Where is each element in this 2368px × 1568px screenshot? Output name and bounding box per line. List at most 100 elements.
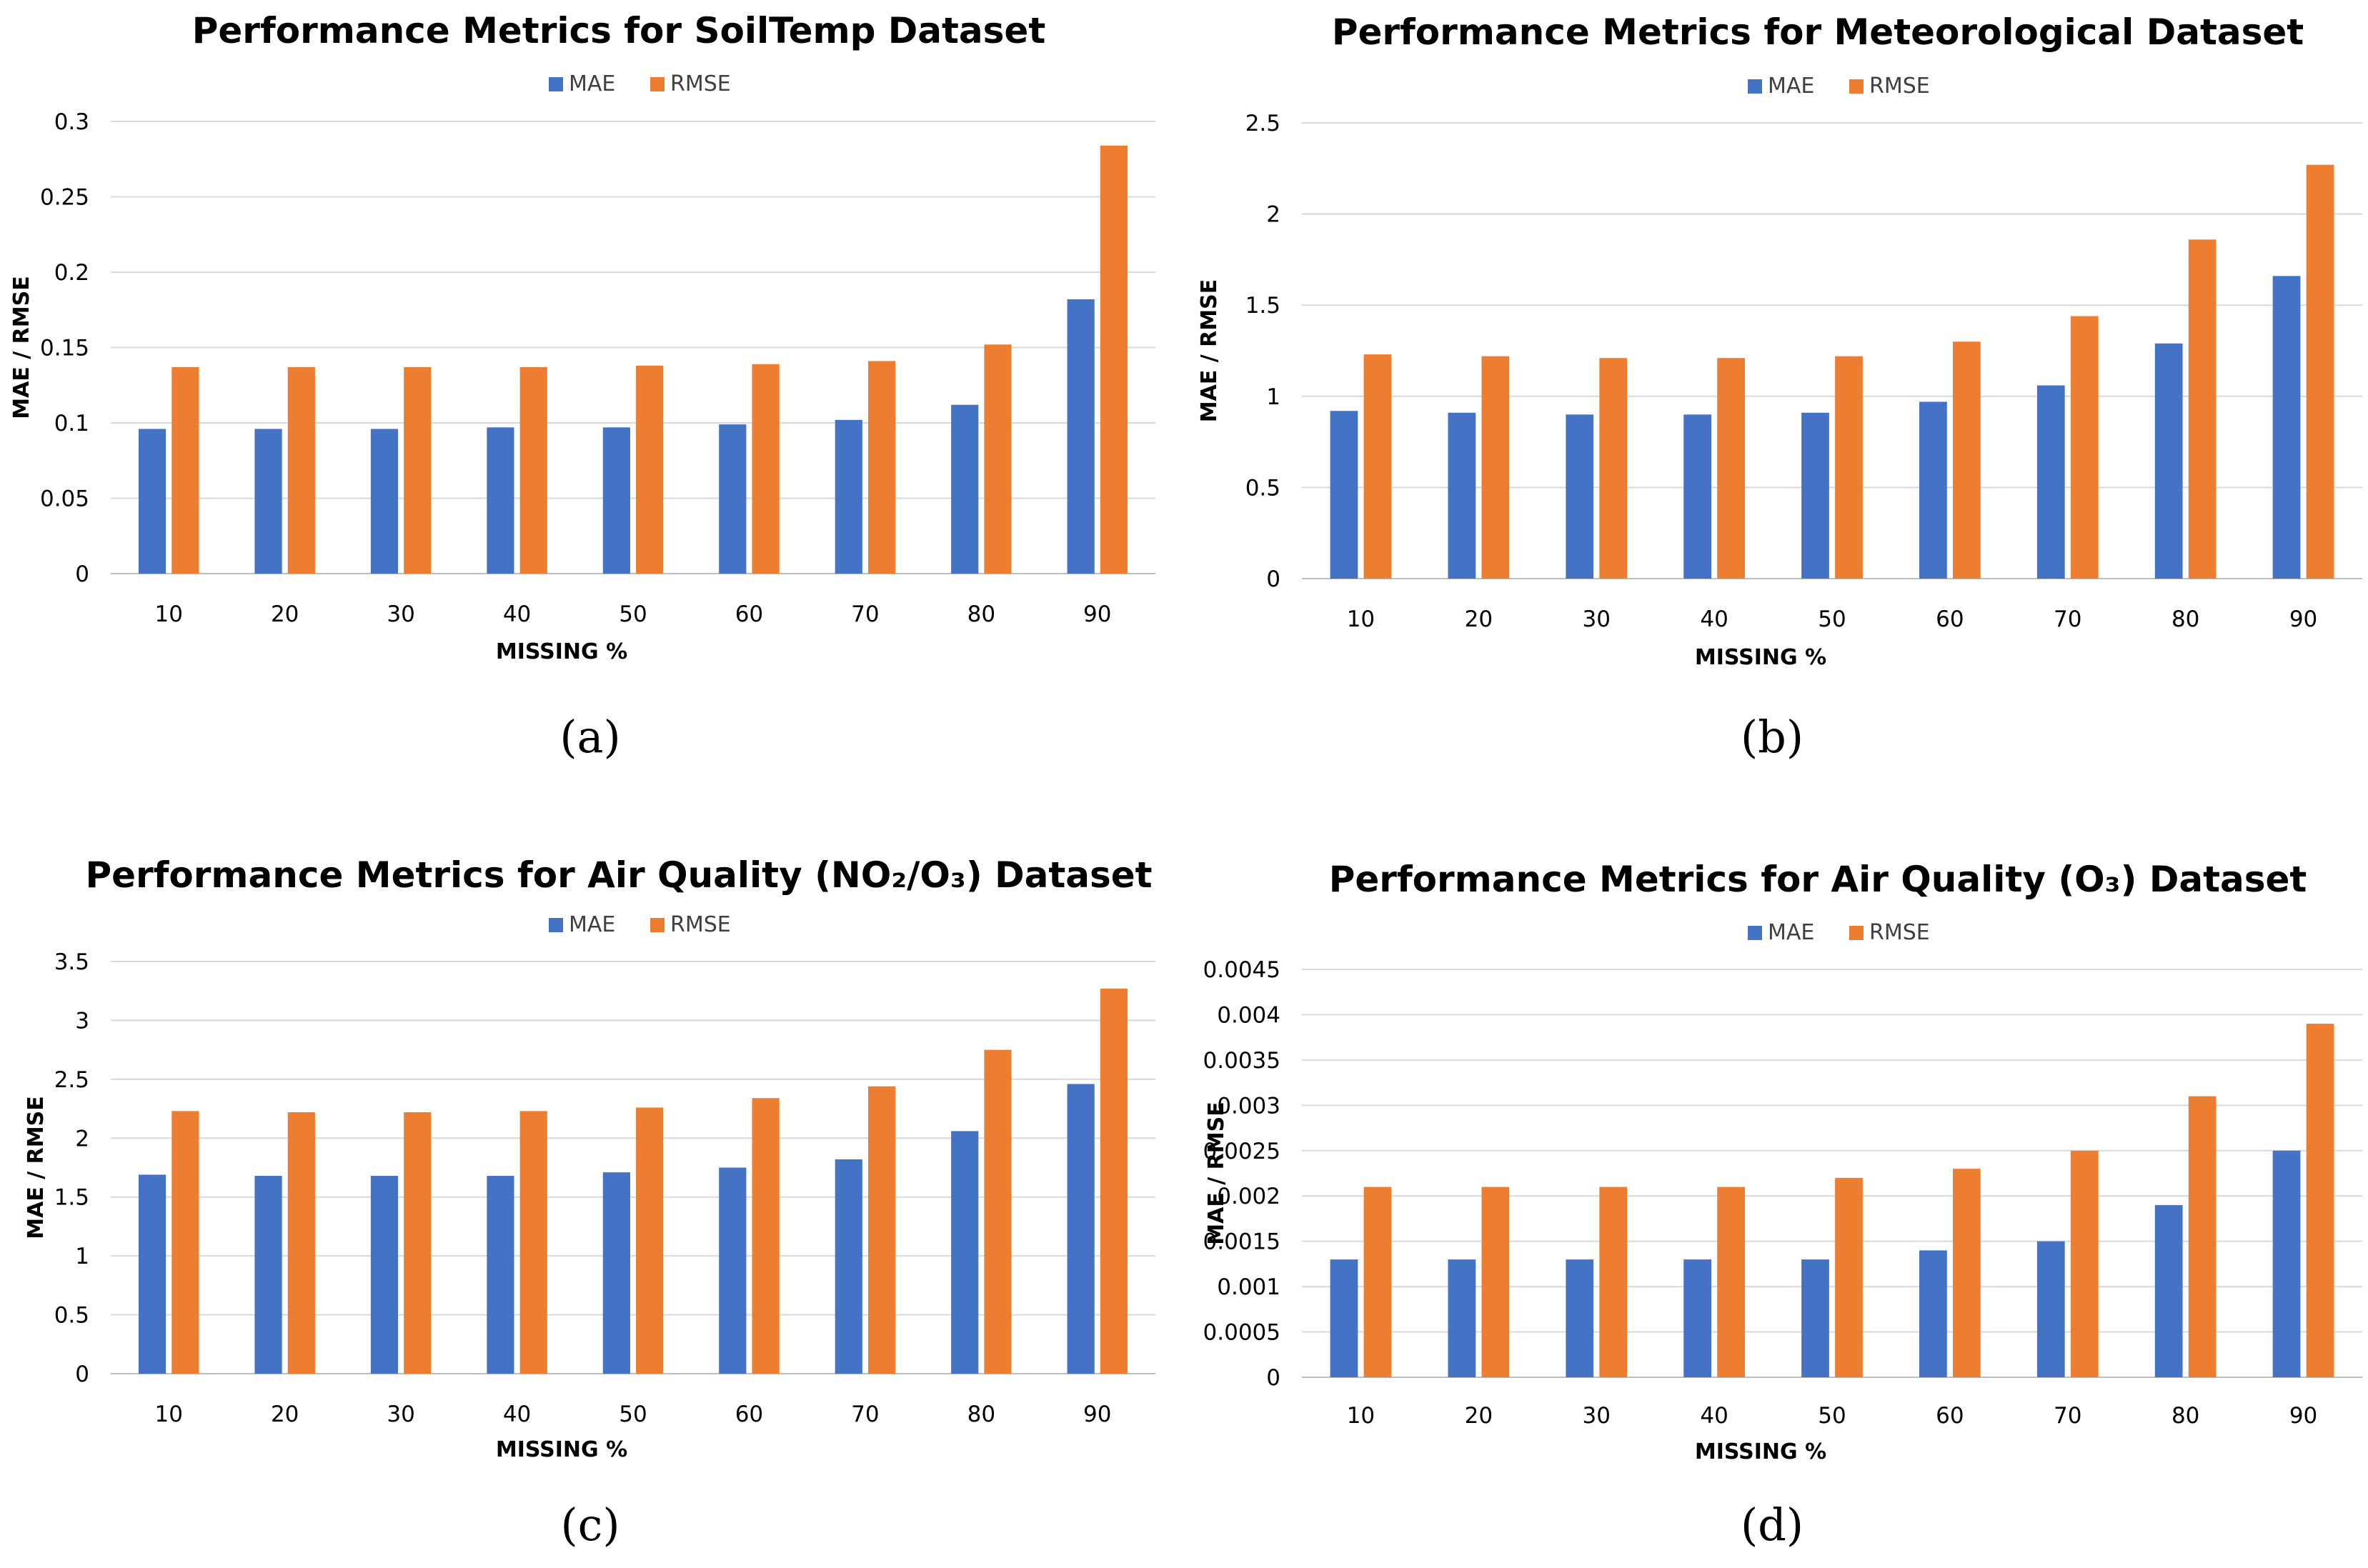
bar-mae-20: [254, 1176, 282, 1374]
bar-mae-50: [1801, 1259, 1829, 1377]
y-tick-label: 0.003: [1217, 1093, 1280, 1119]
x-tick-label: 30: [1582, 606, 1610, 632]
bar-rmse-90: [2306, 164, 2334, 579]
legend-label-mae: MAE: [1768, 74, 1814, 99]
bar-mae-20: [1448, 1259, 1476, 1377]
x-tick-label: 70: [851, 601, 879, 627]
bar-rmse-20: [1481, 1187, 1510, 1377]
x-tick-label: 90: [2289, 606, 2317, 632]
y-axis-title: MAE / RMSE: [24, 1096, 49, 1239]
legend-swatch-rmse: [650, 918, 665, 932]
chart-panel-d: Performance Metrics for Air Quality (O₃)…: [1186, 836, 2368, 1493]
bar-mae-50: [602, 1172, 630, 1374]
y-axis-title: MAE / RMSE: [1197, 279, 1222, 422]
bar-rmse-70: [2070, 316, 2099, 579]
y-tick-label: 3: [75, 1008, 89, 1034]
bar-mae-60: [719, 424, 747, 574]
bar-mae-10: [1330, 411, 1358, 579]
y-tick-label: 0.0015: [1203, 1229, 1280, 1255]
bar-mae-40: [1683, 414, 1711, 579]
bar-mae-70: [2036, 385, 2065, 579]
y-tick-label: 0.5: [54, 1303, 89, 1329]
bar-rmse-90: [2306, 1024, 2334, 1377]
bar-mae-80: [2154, 343, 2183, 579]
bar-mae-70: [835, 1159, 862, 1374]
bar-mae-80: [951, 404, 979, 574]
legend-label-mae: MAE: [569, 912, 615, 937]
bar-rmse-40: [1717, 1187, 1745, 1377]
caption-b: (b): [1740, 711, 1804, 763]
meteorological-chart: Performance Metrics for Meteorological D…: [1197, 11, 2362, 670]
x-tick-label: 40: [1700, 606, 1728, 632]
bar-mae-40: [487, 427, 514, 574]
x-tick-label: 20: [1465, 1403, 1493, 1429]
bar-mae-40: [1683, 1259, 1711, 1377]
bar-mae-20: [1448, 412, 1476, 579]
x-tick-label: 60: [735, 601, 763, 627]
y-tick-label: 0.3: [54, 109, 89, 135]
x-axis-title: MISSING %: [496, 1437, 627, 1462]
bar-mae-10: [1330, 1259, 1358, 1377]
bar-mae-90: [1067, 299, 1095, 574]
y-tick-label: 0.25: [40, 185, 89, 211]
bar-rmse-80: [2188, 1096, 2217, 1377]
bar-rmse-50: [636, 1107, 664, 1374]
x-tick-label: 80: [2172, 1403, 2199, 1429]
y-tick-label: 1.5: [54, 1185, 89, 1211]
bar-mae-30: [1566, 1259, 1594, 1377]
caption-d: (d): [1740, 1499, 1804, 1551]
y-tick-label: 2: [1266, 202, 1280, 228]
bar-mae-60: [1919, 401, 1947, 579]
bar-rmse-70: [2070, 1150, 2099, 1377]
x-tick-label: 50: [619, 601, 647, 627]
bar-mae-10: [138, 429, 166, 574]
x-tick-label: 70: [2054, 1403, 2081, 1429]
chart-title: Performance Metrics for Air Quality (O₃)…: [1329, 859, 2307, 900]
x-tick-label: 50: [1818, 606, 1846, 632]
bar-rmse-80: [984, 1049, 1012, 1374]
bar-rmse-60: [1953, 341, 1981, 579]
y-tick-label: 0.0025: [1203, 1139, 1280, 1164]
bar-rmse-30: [404, 1112, 432, 1374]
legend-swatch-rmse: [650, 77, 665, 91]
bar-rmse-60: [752, 1098, 780, 1374]
bar-rmse-10: [1363, 1187, 1392, 1377]
chart-panel-c: Performance Metrics for Air Quality (NO₂…: [0, 836, 1186, 1493]
bar-mae-80: [2154, 1204, 2183, 1377]
legend-swatch-mae: [1748, 79, 1762, 94]
y-tick-label: 0.0045: [1203, 957, 1280, 983]
bar-mae-20: [254, 429, 282, 574]
bar-rmse-10: [171, 366, 199, 574]
bar-mae-10: [138, 1174, 166, 1374]
y-tick-label: 0: [75, 561, 89, 587]
bar-rmse-50: [1835, 356, 1863, 579]
x-tick-label: 70: [2054, 606, 2081, 632]
bar-mae-40: [487, 1176, 514, 1374]
caption-c: (c): [560, 1499, 620, 1551]
bar-rmse-80: [984, 344, 1012, 574]
legend-swatch-rmse: [1849, 79, 1864, 94]
x-tick-label: 60: [1936, 606, 1964, 632]
x-tick-label: 20: [1465, 606, 1493, 632]
bar-rmse-50: [636, 365, 664, 574]
y-tick-label: 2.5: [54, 1067, 89, 1093]
bar-rmse-30: [404, 366, 432, 574]
bar-mae-90: [2272, 1150, 2301, 1377]
bar-mae-60: [1919, 1250, 1947, 1377]
x-tick-label: 60: [1936, 1403, 1964, 1429]
y-tick-label: 0.15: [40, 336, 89, 361]
bar-mae-50: [602, 427, 630, 574]
legend-swatch-mae: [549, 77, 563, 91]
legend-label-rmse: RMSE: [670, 912, 731, 937]
x-axis-title: MISSING %: [496, 639, 627, 664]
bar-rmse-80: [2188, 239, 2217, 579]
bar-rmse-10: [1363, 354, 1392, 579]
y-tick-label: 2: [75, 1126, 89, 1152]
y-tick-label: 0: [1266, 566, 1280, 592]
y-tick-label: 0.2: [54, 260, 89, 286]
y-tick-label: 3.5: [54, 949, 89, 975]
x-tick-label: 30: [387, 601, 414, 627]
x-tick-label: 80: [2172, 606, 2199, 632]
y-tick-label: 0.002: [1217, 1184, 1280, 1209]
legend-swatch-rmse: [1849, 926, 1864, 940]
